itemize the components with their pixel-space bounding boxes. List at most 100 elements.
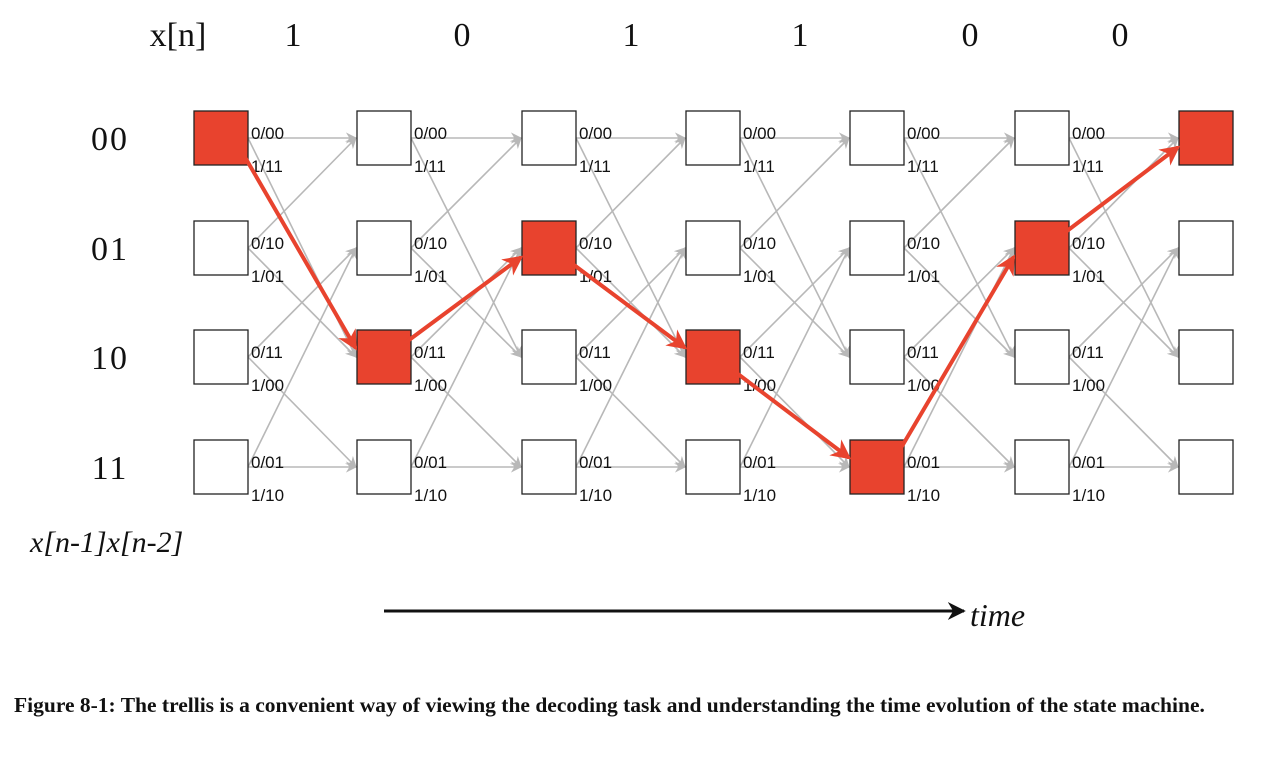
state-box bbox=[356, 439, 412, 495]
edge-label: 1/10 bbox=[907, 486, 940, 505]
decoded-path-edge bbox=[403, 255, 524, 345]
edge-label: 0/00 bbox=[579, 124, 612, 143]
edge-label: 1/01 bbox=[907, 267, 940, 286]
state-label-01: 01 bbox=[91, 231, 129, 268]
state-box bbox=[193, 220, 249, 276]
state-box-highlighted bbox=[1178, 110, 1234, 166]
edge-label: 1/01 bbox=[251, 267, 284, 286]
state-box-highlighted bbox=[1014, 220, 1070, 276]
edge-label: 1/00 bbox=[743, 376, 776, 395]
trellis-edge bbox=[903, 247, 1015, 358]
edge-label: 0/10 bbox=[907, 234, 940, 253]
state-box bbox=[356, 110, 412, 166]
trellis-edge bbox=[575, 247, 686, 358]
trellis-edge bbox=[739, 137, 850, 359]
edge-labels: 0/00 1/11 0/10 1/01 0/11 1/00 0/01 1/10 0/00 1/11… bbox=[251, 124, 1105, 505]
trellis-edge bbox=[247, 246, 357, 468]
state-box bbox=[193, 329, 249, 385]
state-label-11: 11 bbox=[92, 450, 129, 487]
edge-label: 1/01 bbox=[579, 267, 612, 286]
edge-label: 1/00 bbox=[414, 376, 447, 395]
edge-label: 0/10 bbox=[579, 234, 612, 253]
edge-label: 1/01 bbox=[743, 267, 776, 286]
state-label-00: 00 bbox=[91, 121, 129, 158]
state-box bbox=[1014, 439, 1070, 495]
edge-label: 0/00 bbox=[414, 124, 447, 143]
input-bit: 0 bbox=[454, 17, 471, 54]
edge-label: 1/11 bbox=[1072, 157, 1104, 176]
edge-label: 0/01 bbox=[414, 453, 447, 472]
edge-label: 0/10 bbox=[743, 234, 776, 253]
edge-label: 0/11 bbox=[251, 343, 283, 362]
input-bit: 1 bbox=[285, 17, 302, 54]
decoded-path-edge bbox=[732, 369, 852, 460]
input-bit: 1 bbox=[792, 17, 809, 54]
trellis-edge bbox=[739, 137, 850, 249]
input-label: x[n] bbox=[150, 17, 207, 54]
trellis-edge bbox=[1068, 247, 1179, 358]
state-box bbox=[685, 439, 741, 495]
state-box bbox=[521, 110, 577, 166]
state-box bbox=[849, 329, 905, 385]
edge-label: 0/11 bbox=[743, 343, 775, 362]
state-box bbox=[1014, 329, 1070, 385]
trellis-edge bbox=[247, 247, 357, 358]
state-box bbox=[1178, 220, 1234, 276]
trellis-edge bbox=[903, 356, 1015, 468]
state-label-10: 10 bbox=[91, 340, 129, 377]
decoded-path bbox=[240, 145, 1181, 460]
edge-label: 1/00 bbox=[907, 376, 940, 395]
input-bits: 1 0 1 1 0 0 bbox=[285, 17, 1129, 54]
state-box-highlighted bbox=[193, 110, 249, 166]
trellis-edge bbox=[1068, 246, 1179, 468]
edge-label: 1/11 bbox=[414, 157, 446, 176]
figure-caption: Figure 8-1: The trellis is a convenient … bbox=[14, 693, 1205, 717]
edge-label: 0/00 bbox=[1072, 124, 1105, 143]
edge-label: 1/11 bbox=[743, 157, 775, 176]
decoded-path-edge bbox=[568, 260, 688, 350]
state-box bbox=[685, 110, 741, 166]
trellis-edge bbox=[739, 247, 850, 358]
trellis-edge bbox=[903, 137, 1015, 359]
trellis-edge bbox=[1068, 137, 1179, 359]
edge-label: 1/00 bbox=[251, 376, 284, 395]
trellis-edge bbox=[410, 137, 522, 359]
state-box bbox=[849, 110, 905, 166]
state-box bbox=[849, 220, 905, 276]
state-box bbox=[193, 439, 249, 495]
edge-label: 0/11 bbox=[579, 343, 611, 362]
state-box bbox=[521, 329, 577, 385]
trellis-edge bbox=[247, 137, 357, 249]
edge-label: 0/11 bbox=[907, 343, 939, 362]
trellis-edges bbox=[247, 132, 1180, 473]
edge-label: 0/00 bbox=[743, 124, 776, 143]
edge-label: 1/10 bbox=[414, 486, 447, 505]
edge-label: 1/10 bbox=[251, 486, 284, 505]
trellis-edge bbox=[575, 246, 686, 468]
edge-label: 1/01 bbox=[414, 267, 447, 286]
edge-label: 1/11 bbox=[579, 157, 611, 176]
decoded-path-edge bbox=[240, 150, 358, 351]
trellis-edge bbox=[575, 356, 686, 468]
decoded-path-edge bbox=[1061, 145, 1181, 236]
edge-label: 1/10 bbox=[1072, 486, 1105, 505]
trellis-edge bbox=[1068, 356, 1179, 468]
edge-label: 0/10 bbox=[251, 234, 284, 253]
edge-label: 0/01 bbox=[907, 453, 940, 472]
trellis-edge bbox=[410, 246, 522, 468]
trellis-edge bbox=[575, 137, 686, 249]
state-box bbox=[1178, 329, 1234, 385]
state-box bbox=[521, 439, 577, 495]
state-box-highlighted bbox=[356, 329, 412, 385]
edge-label: 1/00 bbox=[1072, 376, 1105, 395]
trellis-edge bbox=[739, 356, 850, 468]
input-bit: 1 bbox=[623, 17, 640, 54]
edge-label: 0/00 bbox=[251, 124, 284, 143]
trellis-edge bbox=[575, 137, 686, 359]
edge-label: 1/10 bbox=[579, 486, 612, 505]
edge-label: 1/00 bbox=[579, 376, 612, 395]
edge-label: 0/01 bbox=[579, 453, 612, 472]
edge-label: 0/01 bbox=[743, 453, 776, 472]
edge-label: 0/11 bbox=[1072, 343, 1104, 362]
